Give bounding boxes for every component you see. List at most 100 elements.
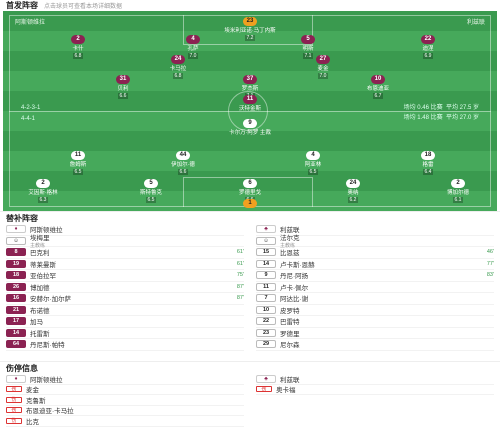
sub-number: 7 [256,294,276,303]
player-name: 布恩迪亚 [366,86,389,92]
player-name: 阿亚林 [304,162,322,168]
center-circle [228,91,268,131]
sub-name: 加马 [30,319,43,327]
player[interactable]: 5 斯特鲁克 6.5 [123,179,179,203]
player-name: 伊加尔·德 [171,162,195,168]
player[interactable]: 2 卡什 6.8 [50,35,106,59]
injury-row[interactable]: 伤布恩迪亚·卡马拉 [6,406,244,416]
player[interactable]: 27 麦金 7.0 [295,55,351,79]
player[interactable]: 2 艾因斯·格林 6.3 [15,179,71,203]
home-coach[interactable]: ☺ 埃梅里 主教练 [6,235,244,250]
team-logo-icon: ♦ [6,374,26,383]
referee: 9 卡尔万·阿罗 主裁 [210,119,290,136]
player[interactable]: 31 贝利 6.6 [95,75,151,99]
sub-row[interactable]: 8 巴克利 61' [6,247,244,259]
sub-row[interactable]: 7 阿达比·谢 [256,293,494,305]
player-number: 2 [71,35,85,44]
injury-row[interactable]: 伤麦金 [6,385,244,395]
player[interactable]: 4 阿亚林 6.5 [285,151,341,175]
sub-number: 8 [6,248,26,257]
sub-row[interactable]: 26 博加德 87' [6,282,244,293]
sub-name: 巴克利 [30,250,50,258]
injury-row[interactable]: 伤比克 [6,416,244,427]
sub-row[interactable]: 21 布诺德 [6,305,244,316]
sub-name: 博加德 [30,284,50,292]
sub-name: 罗德里 [280,330,300,338]
injury-tag: 伤 [6,396,22,403]
away-coach[interactable]: ☺ 法尔克 主教练 [256,235,494,249]
player-number: 4 [306,151,320,160]
coach-avatar-icon: ☺ [6,236,26,245]
injury-tag: 伤 [256,386,272,393]
player-number: 18 [421,151,435,160]
sub-row[interactable]: 23 罗德里 [256,328,494,339]
player[interactable]: 11 沃特金斯 [222,95,278,112]
sub-row[interactable]: 17 加马 [6,316,244,328]
sub-number: 11 [256,282,276,291]
sub-row[interactable]: 10 皮罗特 [256,305,494,316]
player[interactable]: 10 布恩迪亚 6.7 [350,75,406,99]
player-rating: 6.3 [37,197,49,203]
player-rating: 6.8 [172,73,184,79]
injured-name: 麦金 [26,387,39,395]
sub-name: 丹尼·阿扬 [280,273,309,281]
team-name: 利兹联 [280,376,300,384]
injury-team[interactable]: ♣ 利兹联 [256,374,494,385]
player[interactable]: 11 詹姆斯 6.5 [50,151,106,175]
sub-number: 64 [6,340,26,349]
player[interactable]: 18 格雷 6.4 [400,151,456,175]
player-rating: 6.5 [72,169,84,175]
player[interactable]: 4 孔萨 7.0 [165,35,221,59]
player-gk-away[interactable]: 1 [222,199,278,208]
player-number: 24 [346,179,360,188]
team-logo-icon: ♣ [256,374,276,383]
match-stats-right: 场均 0.46 比赛 平均 27.5 岁 场均 1.48 比赛 平均 27.0 … [404,103,479,123]
sub-row[interactable]: 15 比恩兹 46' [256,247,494,259]
home-coach-team[interactable]: ♦ 阿斯顿维拉 [6,224,244,236]
sub-row[interactable]: 14 卢卡斯·恩赫 77' [256,259,494,270]
player-gk-home[interactable]: 23 埃米利亚诺·马丁内斯 7.2 [222,17,278,41]
injuries-header: 伤停信息 [0,361,500,374]
sub-name: 比恩兹 [280,250,300,258]
sub-row[interactable]: 22 巴雷特 [256,316,494,328]
home-stat-a: 场均 0.46 比赛 [403,105,443,111]
sub-row[interactable]: 19 蒂莱曼斯 61' [6,259,244,270]
sub-row[interactable]: 64 丹尼斯·帕特 [6,339,244,351]
lineup-header: 首发阵容 点击球员可查看本场详细数据 [0,0,500,11]
player[interactable]: 24 卡马拉 6.8 [150,55,206,79]
injury-row[interactable]: 伤克鲁斯 [6,395,244,406]
player-number: 44 [176,151,190,160]
sub-event: 87' [236,283,244,290]
sub-row[interactable]: 29 尼尔森 [256,339,494,351]
sub-row[interactable]: 11 卢卡·佩尔 [256,282,494,293]
player[interactable]: 44 伊加尔·德 6.6 [155,151,211,175]
sub-event: 77' [486,260,494,267]
sub-number: 19 [6,259,26,268]
away-coach-team[interactable]: ♣ 利兹联 [256,224,494,236]
coach-role: 主教练 [30,243,46,250]
sub-row[interactable]: 9 丹尼·阿扬 83' [256,270,494,282]
player[interactable]: 2 博加尔德 6.1 [430,179,486,203]
player[interactable]: 24 奥纳 6.2 [325,179,381,203]
player-number: 2 [451,179,465,188]
injury-team[interactable]: ♦ 阿斯顿维拉 [6,374,244,385]
sub-name: 巴雷特 [280,319,300,327]
player-name: 罗杰斯 [241,86,259,92]
sub-event: 87' [236,295,244,302]
player[interactable]: 5 明斯 7.1 [280,35,336,59]
sub-name: 安赫尔·加尔萨 [30,296,72,304]
sub-row[interactable]: 16 安赫尔·加尔萨 87' [6,293,244,305]
player-number: 23 [243,17,257,26]
team-logo-icon: ♣ [256,225,276,234]
sub-number: 22 [256,317,276,326]
player-name: 孔萨 [187,46,199,52]
player[interactable]: 22 迪涅 6.9 [400,35,456,59]
sub-row[interactable]: 14 托雷斯 [6,328,244,339]
coach-avatar-icon: ☺ [256,236,276,245]
player-rating: 6.5 [307,169,319,175]
injury-row[interactable]: 伤奥卡福 [256,385,494,395]
sub-row[interactable]: 18 亚伯拉罕 75' [6,270,244,282]
home-injuries: ♦ 阿斯顿维拉 伤麦金 伤克鲁斯 伤布恩迪亚·卡马拉 伤比克 [0,374,250,432]
coach-name: 法尔克 [280,235,300,243]
sub-name: 丹尼斯·帕特 [30,342,65,350]
